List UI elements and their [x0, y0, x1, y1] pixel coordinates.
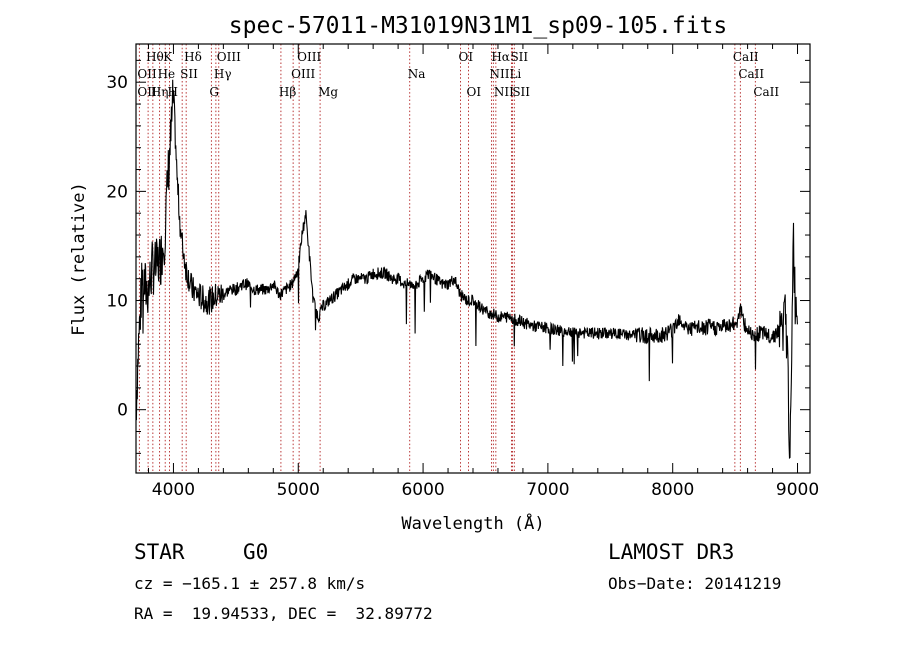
- obs-date-text: Obs−Date: 20141219: [608, 574, 782, 593]
- line-label-5: OI: [459, 50, 474, 64]
- line-label-17: CaII: [738, 67, 764, 81]
- line-label-24: OI: [467, 85, 482, 99]
- coordinates-text: RA = 19.94533, DEC = 32.89772: [134, 604, 433, 623]
- y-tick-label-20: 20: [106, 182, 128, 202]
- line-label-12: Hγ: [214, 67, 232, 81]
- line-label-23: Mg: [318, 85, 338, 99]
- y-tick-label-0: 0: [117, 401, 128, 421]
- line-label-10: He: [158, 67, 176, 81]
- plot-frame: [135, 43, 811, 474]
- y-tick-label-30: 30: [106, 73, 128, 93]
- x-tick-label-6000: 6000: [401, 480, 444, 500]
- x-tick-label-7000: 7000: [526, 480, 569, 500]
- survey-name: LAMOST DR3: [608, 540, 735, 564]
- line-label-14: Na: [408, 67, 426, 81]
- x-tick-label-8000: 8000: [651, 480, 694, 500]
- line-label-21: G: [209, 85, 219, 99]
- line-label-3: OIII: [217, 50, 241, 64]
- x-tick-label-4000: 4000: [152, 480, 195, 500]
- object-class: STAR: [134, 540, 185, 564]
- line-label-16: Li: [509, 67, 521, 81]
- axis-ticks: 4000 5000 6000 7000 8000 9000 0 10 20 30: [106, 44, 819, 500]
- line-label-13: OIII: [291, 67, 315, 81]
- line-label-7: SII: [510, 50, 528, 64]
- line-label-22: Hβ: [279, 85, 296, 99]
- line-label-15: NII: [489, 67, 509, 81]
- x-axis-label: Wavelength (Å): [401, 512, 544, 534]
- spectral-line-markers: [138, 44, 756, 473]
- line-label-0: Hθ: [146, 50, 164, 64]
- line-label-26: SII: [512, 85, 530, 99]
- y-tick-label-10: 10: [106, 292, 128, 312]
- object-subclass: G0: [243, 540, 269, 564]
- spectrum-line: [135, 79, 798, 460]
- line-label-19: Hη: [151, 85, 169, 99]
- line-label-1: K: [163, 50, 173, 64]
- x-tick-label-9000: 9000: [776, 480, 819, 500]
- line-label-11: SII: [180, 67, 198, 81]
- line-label-9: OII: [137, 67, 157, 81]
- line-label-6: Hα: [491, 50, 510, 64]
- chart-title: spec-57011-M31019N31M1_sp09-105.fits: [229, 13, 728, 39]
- line-label-27: CaII: [753, 85, 779, 99]
- y-axis-label: Flux (relative): [69, 182, 89, 336]
- line-label-4: OIII: [297, 50, 321, 64]
- line-label-2: Hδ: [184, 50, 202, 64]
- line-label-18: OII: [137, 85, 157, 99]
- line-label-8: CaII: [733, 50, 759, 64]
- x-tick-label-5000: 5000: [277, 480, 320, 500]
- line-label-25: NII: [494, 85, 514, 99]
- redshift-text: cz = −165.1 ± 257.8 km/s: [134, 574, 366, 593]
